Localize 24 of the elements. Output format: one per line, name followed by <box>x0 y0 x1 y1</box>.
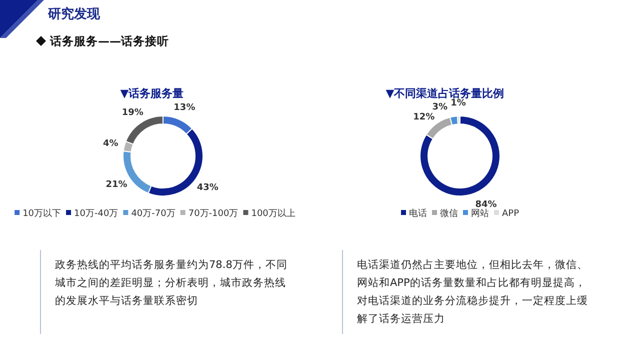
text: 话务服务——话务接听 <box>49 34 169 48</box>
text: 政务热线的平均话务服务量约为78.8万件，不同城市之间的差距明显；分析表明，城市政务热线的发展水平与话务量联系密切 <box>40 250 291 334</box>
data-label: 1% <box>450 98 466 109</box>
chart-title: ▼话务服务量 <box>120 87 184 100</box>
data-label: 19% <box>122 108 144 118</box>
data-label: 21% <box>106 180 128 190</box>
data-label: 13% <box>174 102 196 113</box>
chart-title: ▼不同渠道占话务量比例 <box>386 87 504 100</box>
data-label: 3% <box>432 102 448 112</box>
legend-label: 10万以下 <box>22 208 62 219</box>
legend-label: 40万-70万 <box>131 209 176 219</box>
legend-label: APP <box>502 209 520 219</box>
data-label: 4% <box>103 139 118 150</box>
legend-label: 网站 <box>470 208 489 219</box>
data-label: 84% <box>475 200 497 210</box>
legend-label: 电话 <box>408 208 427 219</box>
data-label: 12% <box>413 112 435 122</box>
text: 研究发现 <box>47 6 101 22</box>
legend-label: 70万-100万 <box>188 209 238 219</box>
text: 电话渠道仍然占主要地位，但相比去年，微信、网站和APP的话务量数量和占比都有明显提高，对电话渠道的业务分流稳步提升，一定程度上缓解了话务运营压力 <box>342 250 593 334</box>
legend-label: 10万-40万 <box>74 209 118 219</box>
legend-label: 微信 <box>440 208 458 219</box>
legend-label: 100万以上 <box>251 208 296 219</box>
data-label: 43% <box>196 182 218 193</box>
